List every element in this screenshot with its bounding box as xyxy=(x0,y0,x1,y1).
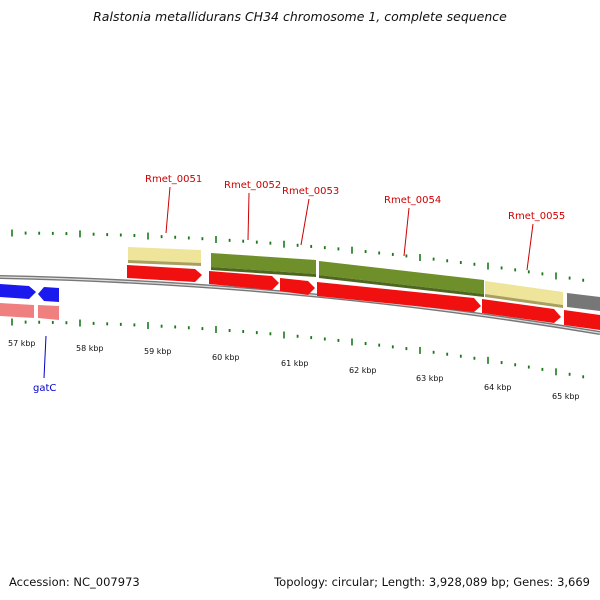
map-title: Ralstonia metallidurans CH34 chromosome … xyxy=(93,9,507,24)
gene-bar-rmet-0051-shade xyxy=(128,260,201,266)
ruler-label: 63 kbp xyxy=(416,374,444,383)
ruler-label: 65 kbp xyxy=(552,392,580,401)
gene-bar-gatc[interactable] xyxy=(38,287,59,302)
cds-arrow-rmet-0054[interactable] xyxy=(317,282,481,312)
ruler-label: 62 kbp xyxy=(349,366,377,375)
outer-ticks xyxy=(11,229,585,282)
gene-bar-next[interactable] xyxy=(567,293,600,311)
cds-arrow-rmet-0051[interactable] xyxy=(127,265,202,282)
inner-ticks xyxy=(11,318,585,379)
ruler-label: 58 kbp xyxy=(76,344,104,353)
ruler-label: 57 kbp xyxy=(8,339,36,348)
gene-label-rmet-0055[interactable]: Rmet_0055 xyxy=(508,211,565,222)
leader-rmet-0051 xyxy=(165,186,171,234)
gene-bar-rmet-0055[interactable] xyxy=(485,281,563,305)
cds-arrow-rmet-0052[interactable] xyxy=(209,271,279,290)
backbone-inner xyxy=(0,276,600,334)
gene-label-gatc[interactable]: gatC xyxy=(33,383,56,394)
cds-arrow-next[interactable] xyxy=(564,310,600,330)
cds-arrow-rmet-0053[interactable] xyxy=(280,278,315,295)
leader-rmet-0053 xyxy=(300,198,310,246)
leader-gatc xyxy=(43,335,47,379)
leader-rmet-0052 xyxy=(247,192,250,241)
gene-label-rmet-0054[interactable]: Rmet_0054 xyxy=(384,195,441,206)
ruler-label: 59 kbp xyxy=(144,347,172,356)
cds-arrow-rmet-0055[interactable] xyxy=(482,299,561,323)
leader-rmet-0054 xyxy=(403,207,410,257)
cds-reverse-a[interactable] xyxy=(0,303,34,318)
gene-label-rmet-0053[interactable]: Rmet_0053 xyxy=(282,186,339,197)
gene-bar-rmet-0055-shade xyxy=(485,294,563,308)
gene-bar-rmet-0054-shade xyxy=(319,275,484,297)
topology-summary: Topology: circular; Length: 3,928,089 bp… xyxy=(274,575,590,589)
gene-bar-rmet-0051[interactable] xyxy=(128,247,201,263)
gene-label-rmet-0051[interactable]: Rmet_0051 xyxy=(145,174,202,185)
ruler-label: 61 kbp xyxy=(281,359,309,368)
cds-reverse-gatc[interactable] xyxy=(38,305,59,320)
gene-bar-rmet-0054[interactable] xyxy=(319,261,484,294)
leader-rmet-0055 xyxy=(526,223,534,271)
gene-bar-rmet-0052-shade xyxy=(211,267,316,277)
ruler-label: 60 kbp xyxy=(212,353,240,362)
ruler-label: 64 kbp xyxy=(484,383,512,392)
gene-label-rmet-0052[interactable]: Rmet_0052 xyxy=(224,180,281,191)
gene-bar-reverse-a[interactable] xyxy=(0,284,36,299)
accession-text: Accession: NC_007973 xyxy=(9,575,140,589)
